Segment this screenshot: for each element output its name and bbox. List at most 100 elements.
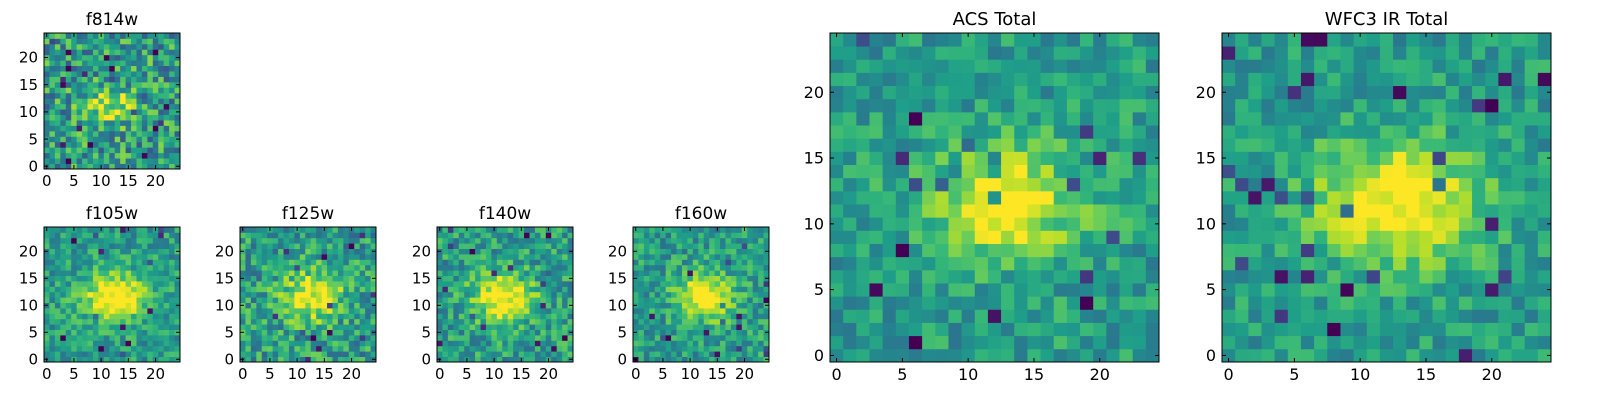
heatmap-cell (1287, 322, 1302, 337)
heatmap-cell (76, 227, 83, 233)
heatmap-cell (272, 345, 279, 352)
heatmap-cell (480, 281, 487, 287)
heatmap-cell (513, 259, 519, 266)
heatmap-cell (1093, 256, 1107, 271)
heatmap-cell (882, 59, 897, 73)
heatmap-cell (1040, 111, 1055, 126)
heatmap-cell (245, 259, 252, 266)
heatmap-cell (485, 248, 492, 255)
heatmap-cell (82, 302, 88, 309)
heatmap-cell (453, 297, 460, 303)
x-tick-label: 0 (631, 365, 641, 383)
heatmap-cell (709, 243, 715, 249)
heatmap-cell (1040, 151, 1055, 165)
heatmap-cell (763, 318, 770, 325)
heatmap-cell (830, 322, 844, 337)
heatmap-cell (327, 356, 333, 363)
heatmap-cell (935, 296, 949, 310)
heatmap-cell (1014, 296, 1028, 310)
heatmap-cell (1300, 322, 1315, 337)
heatmap-cell (736, 286, 743, 293)
heatmap-cell (1235, 125, 1249, 139)
heatmap-cell (278, 302, 284, 309)
heatmap-cell (141, 81, 148, 88)
heatmap-cell (87, 259, 94, 266)
heatmap-cell (1027, 125, 1041, 139)
heatmap-cell (1014, 177, 1028, 192)
heatmap-cell (120, 152, 126, 159)
heatmap-cell (1524, 309, 1539, 323)
heatmap-cell (141, 308, 148, 314)
heatmap-cell (654, 313, 661, 320)
heatmap-cell (158, 259, 165, 266)
heatmap-cell (638, 313, 645, 320)
heatmap-cell (60, 345, 67, 352)
heatmap-cell (54, 345, 61, 352)
heatmap-cell (681, 324, 688, 330)
heatmap-cell (1366, 204, 1381, 218)
heatmap-cell (87, 158, 94, 164)
heatmap-cell (633, 259, 639, 266)
heatmap-cell (1314, 283, 1328, 297)
heatmap-cell (649, 248, 656, 255)
heatmap-cell (294, 264, 301, 271)
heatmap-cell (1393, 46, 1407, 60)
heatmap-cell (660, 286, 667, 293)
x-tick-label: 10 (92, 172, 111, 190)
heatmap-cell (310, 259, 317, 266)
heatmap-cell (65, 103, 72, 110)
heatmap-cell (1406, 217, 1420, 231)
heatmap-cell (551, 313, 558, 320)
heatmap-cell (709, 356, 715, 363)
heatmap-cell (1053, 125, 1068, 139)
heatmap-cell (665, 291, 672, 298)
heatmap-cell (131, 345, 137, 352)
heatmap-cell (1066, 256, 1081, 271)
heatmap-cell (540, 318, 547, 325)
heatmap-cell (496, 275, 503, 282)
heatmap-cell (76, 232, 83, 239)
heatmap-cell (649, 232, 656, 239)
heatmap-cell (1132, 269, 1147, 284)
heatmap-cell (1406, 243, 1420, 258)
heatmap-cell (869, 138, 884, 152)
heatmap-cell (348, 302, 355, 309)
heatmap-cell (961, 72, 976, 87)
heatmap-cell (288, 335, 295, 341)
heatmap-cell (1222, 164, 1236, 179)
heatmap-cell (730, 351, 737, 357)
heatmap-cell (1511, 33, 1526, 47)
heatmap-cell (60, 65, 67, 72)
heatmap-cell (103, 120, 110, 126)
heatmap-cell (763, 345, 770, 352)
heatmap-cell (87, 232, 94, 239)
heatmap-cell (908, 283, 923, 297)
heatmap-cell (741, 297, 748, 303)
heatmap-cell (82, 281, 88, 287)
heatmap-cell (556, 286, 563, 293)
heatmap-cell (1287, 269, 1302, 284)
heatmap-cell (103, 38, 110, 45)
heatmap-cell (92, 345, 99, 352)
heatmap-cell (480, 329, 487, 336)
heatmap-cell (174, 297, 181, 303)
heatmap-cell (725, 275, 732, 282)
heatmap-cell (109, 302, 116, 309)
heatmap-cell (87, 329, 94, 336)
heatmap-cell (92, 114, 99, 121)
heatmap-cell (1222, 204, 1236, 218)
heatmap-cell (1080, 283, 1094, 297)
heatmap-cell (447, 291, 454, 298)
heatmap-cell (316, 286, 322, 293)
heatmap-cell (698, 291, 705, 298)
heatmap-cell (437, 281, 443, 287)
heatmap-cell (464, 329, 471, 336)
heatmap-cell (174, 324, 181, 330)
heatmap-cell (109, 147, 116, 154)
heatmap-cell (163, 270, 170, 276)
heatmap-cell (540, 248, 547, 255)
heatmap-cell (147, 356, 154, 363)
heatmap-cell (305, 313, 312, 320)
heatmap-cell (638, 351, 645, 357)
heatmap-cell (556, 243, 563, 249)
